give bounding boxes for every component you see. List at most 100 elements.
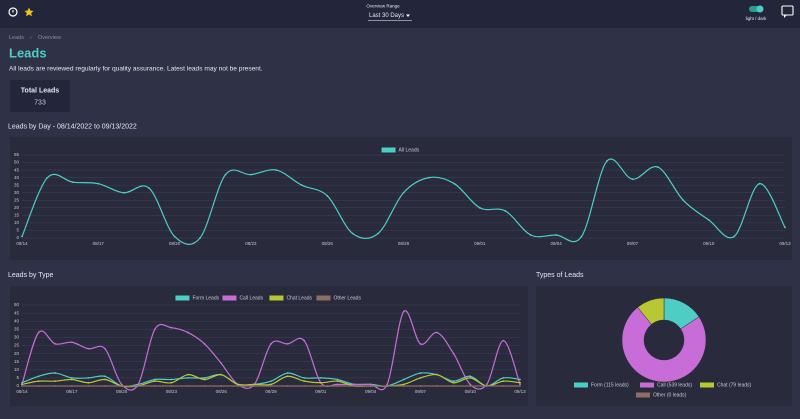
data-point: [71, 181, 74, 184]
chat-icon[interactable]: [781, 5, 794, 16]
data-point: [70, 377, 73, 379]
x-tick-label: 08/29: [398, 241, 410, 246]
data-point: [21, 385, 23, 387]
data-point: [336, 380, 339, 383]
x-tick-label: 08/26: [322, 241, 334, 246]
dropdown-caret: [406, 14, 410, 17]
data-point: [469, 385, 472, 387]
data-point: [203, 342, 206, 345]
data-point: [402, 191, 405, 194]
data-point: [137, 385, 140, 387]
data-point: [286, 342, 289, 345]
x-tick-label: 08/23: [245, 241, 257, 246]
data-point: [502, 380, 505, 383]
data-point: [97, 182, 100, 185]
data-point: [70, 341, 73, 344]
data-point: [203, 377, 206, 379]
data-point: [682, 199, 685, 202]
data-point: [580, 235, 583, 238]
data-point: [187, 373, 189, 376]
x-tick-label: 09/01: [474, 241, 486, 246]
info-icon[interactable]: [8, 7, 18, 17]
x-tick-label: 08/23: [166, 389, 178, 394]
y-tick-label: 15: [14, 213, 20, 218]
data-point: [419, 377, 422, 379]
data-point: [87, 377, 90, 379]
data-point: [21, 383, 23, 386]
data-point: [351, 232, 354, 235]
data-point: [270, 383, 272, 386]
legend-swatch: [175, 295, 190, 301]
data-point: [386, 383, 389, 386]
data-point: [606, 160, 608, 162]
y-tick-label: 25: [14, 343, 20, 348]
data-point: [203, 378, 206, 381]
data-point: [519, 381, 521, 384]
data-point: [386, 385, 389, 387]
x-tick-label: 08/29: [265, 389, 277, 394]
data-point: [253, 383, 256, 386]
data-point: [353, 385, 355, 387]
data-point: [300, 184, 303, 187]
data-point: [469, 383, 472, 386]
data-point: [529, 234, 532, 236]
y-tick-label: 25: [14, 197, 20, 202]
data-point: [519, 385, 521, 387]
data-point: [153, 328, 156, 331]
data-point: [220, 362, 223, 365]
data-point: [220, 385, 223, 387]
y-tick-label: 30: [14, 335, 20, 340]
data-point: [270, 385, 272, 387]
range-select[interactable]: Last 30 Days: [369, 13, 404, 19]
legend-label: Form (115 leads): [591, 382, 629, 388]
chart-panel: [10, 137, 792, 260]
legend-label: Other (0 leads): [653, 392, 687, 398]
y-tick-label: 20: [14, 351, 20, 356]
y-tick-label: 40: [14, 318, 20, 323]
data-point: [485, 385, 488, 387]
y-tick-label: 45: [14, 310, 20, 315]
x-tick-label: 08/17: [93, 241, 105, 246]
x-tick-label: 09/04: [365, 389, 377, 394]
card-value: 733: [34, 99, 46, 106]
data-point: [707, 218, 710, 221]
favorite-icon[interactable]: [24, 7, 34, 17]
legend-swatch: [700, 382, 714, 388]
data-point: [148, 187, 151, 190]
x-tick-label: 09/10: [465, 389, 477, 394]
y-tick-label: 50: [14, 160, 20, 165]
legend-swatch: [636, 392, 650, 398]
data-point: [153, 385, 156, 387]
data-point: [54, 385, 57, 387]
legend-swatch: [222, 295, 237, 301]
data-point: [419, 385, 422, 387]
breadcrumb-item[interactable]: Leads: [9, 35, 24, 41]
data-point: [253, 385, 256, 387]
data-point: [87, 385, 90, 387]
legend-swatch: [269, 295, 284, 301]
data-point: [436, 373, 438, 376]
breadcrumb-separator: ›: [30, 35, 32, 41]
data-point: [419, 342, 422, 345]
data-point: [286, 385, 289, 387]
chat-icon-tail: [784, 15, 787, 18]
range-label: Overview Range: [366, 4, 400, 9]
data-point: [436, 331, 438, 334]
x-tick-label: 09/01: [315, 389, 327, 394]
data-point: [104, 385, 106, 387]
y-tick-label: 0: [16, 383, 19, 388]
data-point: [519, 383, 521, 386]
data-point: [428, 176, 430, 179]
y-tick-label: 20: [14, 205, 20, 210]
x-tick-label: 08/17: [66, 389, 78, 394]
data-point: [319, 385, 322, 387]
data-point: [173, 235, 176, 238]
data-point: [87, 381, 90, 384]
data-point: [478, 206, 481, 209]
x-tick-label: 08/20: [169, 241, 181, 246]
data-point: [54, 342, 57, 345]
theme-label: light / dark: [746, 16, 768, 21]
data-point: [303, 339, 306, 342]
data-point: [469, 377, 472, 379]
